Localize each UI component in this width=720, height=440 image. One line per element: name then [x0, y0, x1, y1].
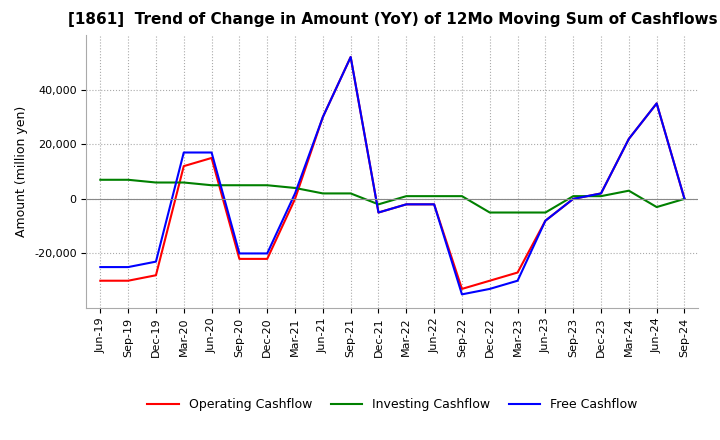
- Operating Cashflow: [680, 196, 689, 202]
- Line: Operating Cashflow: Operating Cashflow: [100, 57, 685, 289]
- Operating Cashflow: [346, 55, 355, 60]
- Investing Cashflow: [680, 196, 689, 202]
- Free Cashflow: [263, 251, 271, 256]
- Investing Cashflow: [179, 180, 188, 185]
- Investing Cashflow: [513, 210, 522, 215]
- Operating Cashflow: [179, 164, 188, 169]
- Line: Free Cashflow: Free Cashflow: [100, 57, 685, 294]
- Investing Cashflow: [263, 183, 271, 188]
- Free Cashflow: [152, 259, 161, 264]
- Free Cashflow: [179, 150, 188, 155]
- Free Cashflow: [541, 218, 550, 224]
- Title: [1861]  Trend of Change in Amount (YoY) of 12Mo Moving Sum of Cashflows: [1861] Trend of Change in Amount (YoY) o…: [68, 12, 717, 27]
- Investing Cashflow: [207, 183, 216, 188]
- Free Cashflow: [207, 150, 216, 155]
- Operating Cashflow: [597, 191, 606, 196]
- Free Cashflow: [458, 292, 467, 297]
- Free Cashflow: [291, 191, 300, 196]
- Free Cashflow: [96, 264, 104, 270]
- Free Cashflow: [680, 196, 689, 202]
- Investing Cashflow: [374, 202, 383, 207]
- Free Cashflow: [346, 55, 355, 60]
- Operating Cashflow: [207, 155, 216, 161]
- Operating Cashflow: [318, 114, 327, 120]
- Investing Cashflow: [569, 194, 577, 199]
- Investing Cashflow: [458, 194, 467, 199]
- Operating Cashflow: [485, 278, 494, 283]
- Operating Cashflow: [458, 286, 467, 292]
- Free Cashflow: [124, 264, 132, 270]
- Operating Cashflow: [513, 270, 522, 275]
- Free Cashflow: [374, 210, 383, 215]
- Y-axis label: Amount (million yen): Amount (million yen): [16, 106, 29, 237]
- Free Cashflow: [402, 202, 410, 207]
- Investing Cashflow: [541, 210, 550, 215]
- Investing Cashflow: [402, 194, 410, 199]
- Investing Cashflow: [485, 210, 494, 215]
- Line: Investing Cashflow: Investing Cashflow: [100, 180, 685, 213]
- Investing Cashflow: [96, 177, 104, 183]
- Investing Cashflow: [652, 205, 661, 210]
- Investing Cashflow: [152, 180, 161, 185]
- Legend: Operating Cashflow, Investing Cashflow, Free Cashflow: Operating Cashflow, Investing Cashflow, …: [143, 393, 642, 416]
- Investing Cashflow: [235, 183, 243, 188]
- Operating Cashflow: [96, 278, 104, 283]
- Free Cashflow: [485, 286, 494, 292]
- Free Cashflow: [235, 251, 243, 256]
- Operating Cashflow: [624, 136, 633, 142]
- Operating Cashflow: [430, 202, 438, 207]
- Operating Cashflow: [263, 256, 271, 261]
- Free Cashflow: [569, 196, 577, 202]
- Operating Cashflow: [374, 210, 383, 215]
- Operating Cashflow: [152, 273, 161, 278]
- Operating Cashflow: [124, 278, 132, 283]
- Free Cashflow: [430, 202, 438, 207]
- Investing Cashflow: [318, 191, 327, 196]
- Operating Cashflow: [652, 101, 661, 106]
- Free Cashflow: [597, 191, 606, 196]
- Investing Cashflow: [346, 191, 355, 196]
- Free Cashflow: [624, 136, 633, 142]
- Free Cashflow: [513, 278, 522, 283]
- Operating Cashflow: [402, 202, 410, 207]
- Free Cashflow: [318, 114, 327, 120]
- Investing Cashflow: [597, 194, 606, 199]
- Investing Cashflow: [430, 194, 438, 199]
- Operating Cashflow: [541, 218, 550, 224]
- Operating Cashflow: [569, 196, 577, 202]
- Operating Cashflow: [235, 256, 243, 261]
- Investing Cashflow: [124, 177, 132, 183]
- Investing Cashflow: [624, 188, 633, 193]
- Free Cashflow: [652, 101, 661, 106]
- Operating Cashflow: [291, 196, 300, 202]
- Investing Cashflow: [291, 185, 300, 191]
